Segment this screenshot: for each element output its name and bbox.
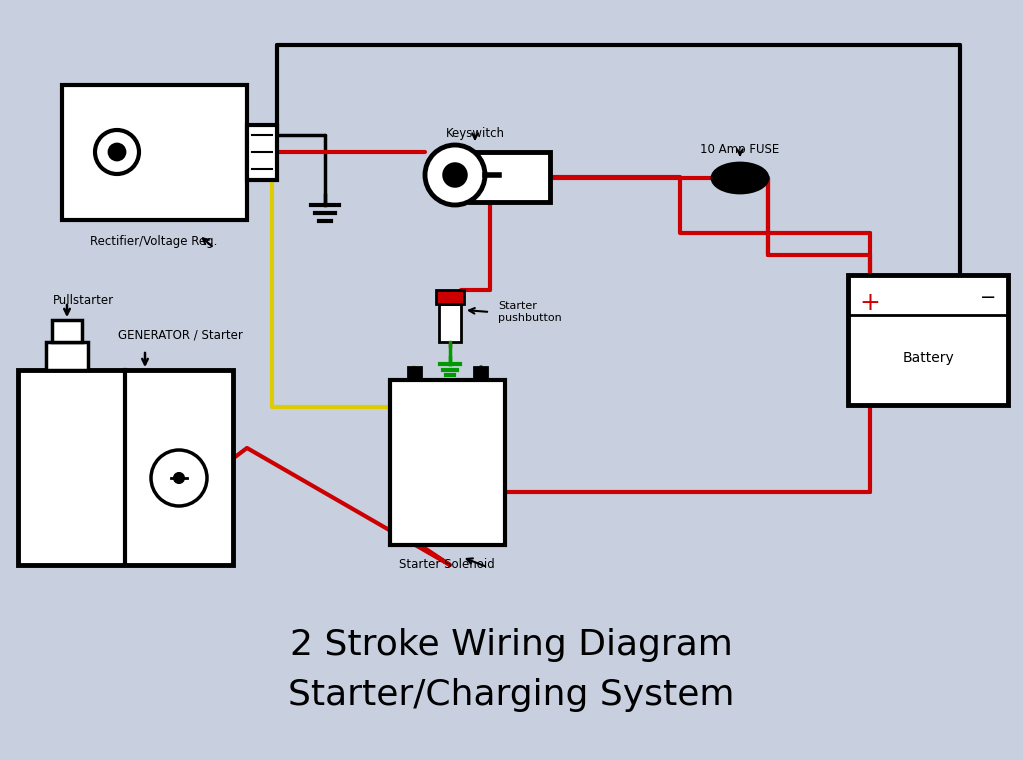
Text: GENERATOR / Starter: GENERATOR / Starter xyxy=(118,328,242,341)
Text: Starter Solenoid: Starter Solenoid xyxy=(399,559,495,572)
Text: −: − xyxy=(980,287,996,306)
Circle shape xyxy=(174,473,184,483)
Text: 2 Stroke Wiring Diagram: 2 Stroke Wiring Diagram xyxy=(290,628,732,662)
Bar xyxy=(247,125,277,180)
Bar xyxy=(848,275,1008,405)
Text: Rectifier/Voltage Reg.: Rectifier/Voltage Reg. xyxy=(90,236,218,249)
Circle shape xyxy=(444,164,466,186)
Text: +: + xyxy=(859,291,881,315)
Bar xyxy=(439,304,461,342)
Bar xyxy=(470,152,550,202)
Text: Battery: Battery xyxy=(902,351,953,365)
Bar xyxy=(408,367,421,380)
Circle shape xyxy=(425,145,485,205)
Text: Starter
pushbutton: Starter pushbutton xyxy=(498,301,562,323)
Text: Keyswitch: Keyswitch xyxy=(445,128,504,141)
Bar xyxy=(436,290,464,304)
Text: 10 Amp FUSE: 10 Amp FUSE xyxy=(701,144,780,157)
Bar xyxy=(46,342,88,370)
Bar xyxy=(18,370,233,565)
Bar xyxy=(62,85,247,220)
Ellipse shape xyxy=(712,163,768,193)
Bar xyxy=(52,320,82,342)
Bar xyxy=(474,367,487,380)
Circle shape xyxy=(95,130,139,174)
Bar xyxy=(390,380,505,545)
Circle shape xyxy=(109,144,125,160)
Text: Starter/Charging System: Starter/Charging System xyxy=(287,678,735,712)
Text: Pullstarter: Pullstarter xyxy=(53,293,115,306)
Circle shape xyxy=(151,450,207,506)
